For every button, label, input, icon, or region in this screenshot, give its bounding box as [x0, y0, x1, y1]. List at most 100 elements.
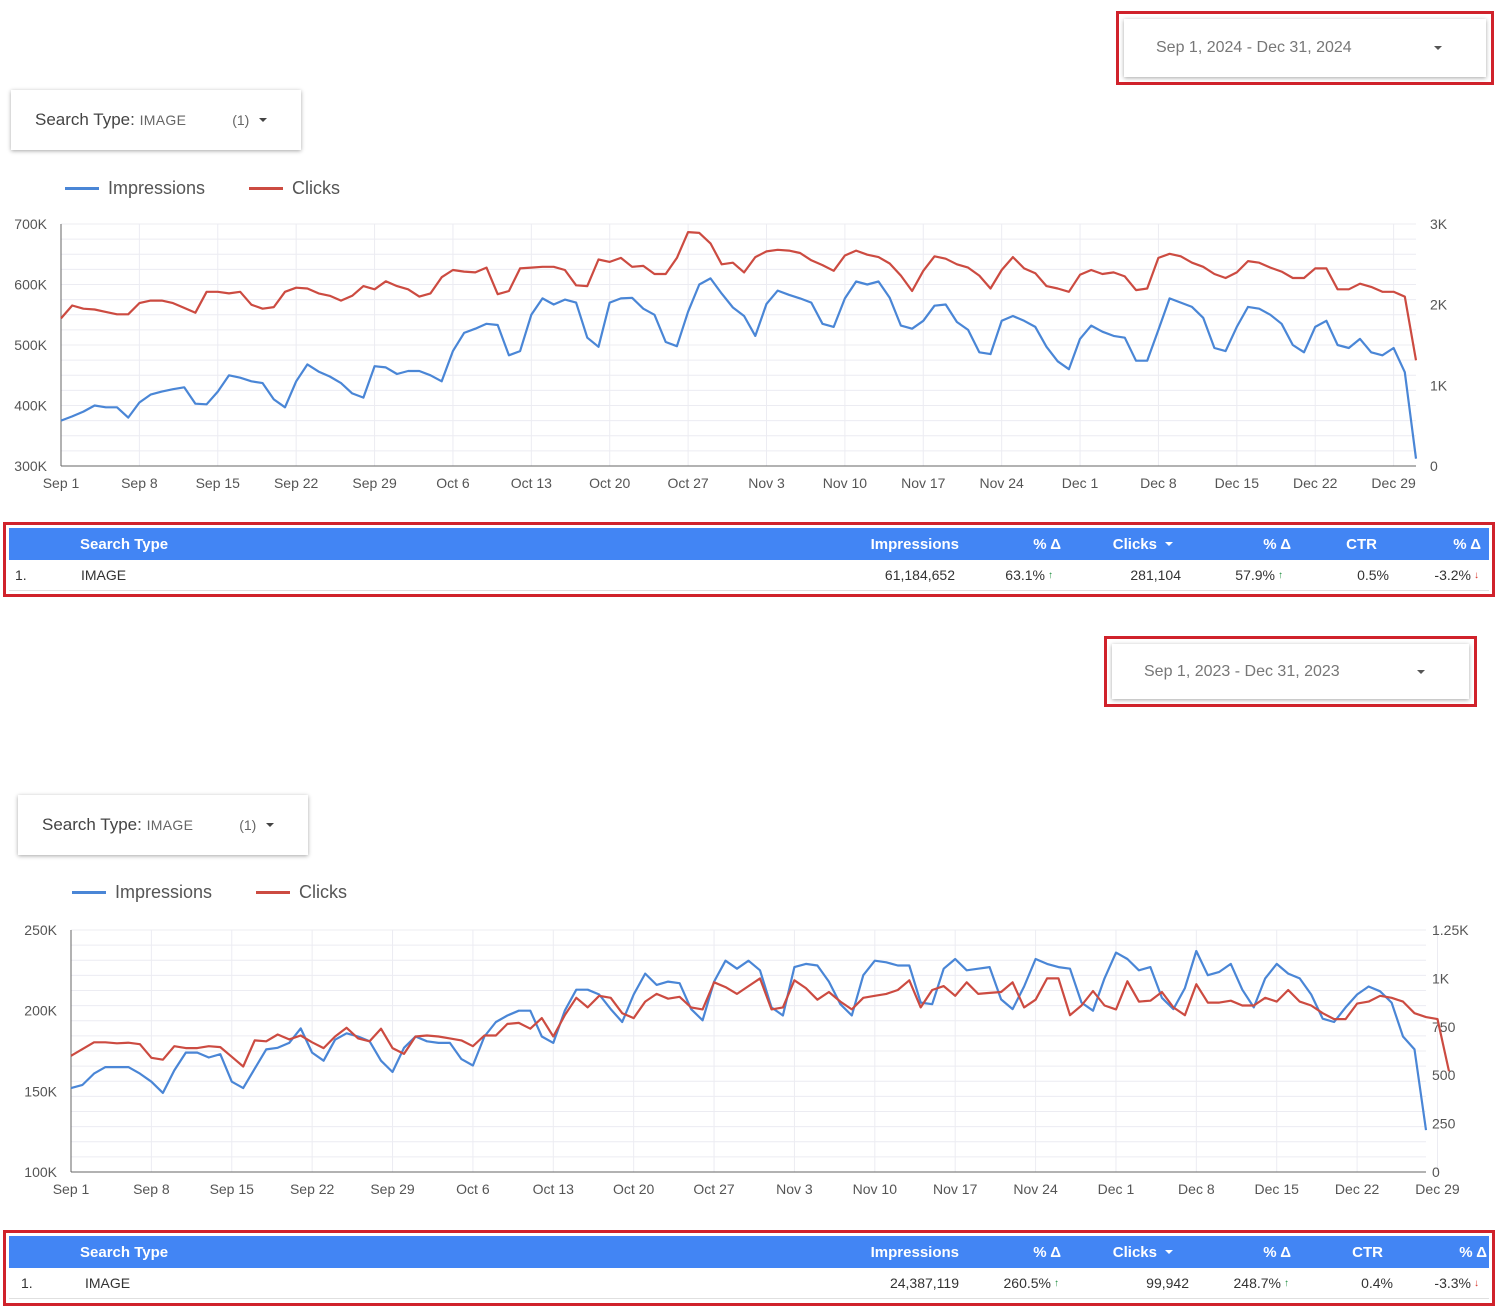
filter-count: (1): [239, 817, 257, 833]
x-tick-label: Dec 8: [1140, 475, 1177, 491]
col-clicks-delta[interactable]: % Δ: [1263, 535, 1291, 553]
x-tick-label: Nov 10: [823, 475, 868, 491]
col-clicks[interactable]: Clicks: [1113, 528, 1173, 560]
legend-item-clicks[interactable]: Clicks: [256, 882, 347, 903]
x-tick-label: Dec 15: [1215, 475, 1260, 491]
x-tick-label: Oct 13: [533, 1181, 574, 1197]
x-tick-label: Nov 3: [776, 1181, 813, 1197]
chevron-down-icon: [266, 823, 275, 827]
legend-label: Impressions: [108, 178, 206, 198]
x-tick-label: Nov 17: [933, 1181, 978, 1197]
arrow-up-icon: ↑: [1284, 1277, 1289, 1289]
x-tick-label: Dec 8: [1178, 1181, 1215, 1197]
filter-count: (1): [232, 112, 250, 128]
cell-clicks-delta: 248.7% ↑: [1234, 1268, 1289, 1298]
col-impressions[interactable]: Impressions: [870, 535, 959, 553]
col-search-type[interactable]: Search Type: [80, 1243, 169, 1261]
y-right-tick-label: 3K: [1430, 216, 1448, 232]
col-impressions-delta[interactable]: % Δ: [1033, 1243, 1061, 1261]
col-ctr-delta[interactable]: % Δ: [1459, 1243, 1487, 1261]
x-tick-label: Oct 27: [667, 475, 708, 491]
x-tick-label: Dec 22: [1293, 475, 1338, 491]
legend-item-impressions[interactable]: Impressions: [65, 178, 205, 199]
summary-table-2: Search Type Impressions % Δ Clicks % Δ C…: [3, 1230, 1495, 1306]
row-index: 1.: [21, 1275, 33, 1291]
x-tick-label: Sep 8: [133, 1181, 170, 1197]
x-tick-label: Nov 24: [1013, 1181, 1058, 1197]
legend-item-clicks[interactable]: Clicks: [249, 178, 340, 199]
cell-clicks-delta: 57.9% ↑: [1235, 560, 1283, 590]
legend-item-impressions[interactable]: Impressions: [72, 882, 212, 903]
cell-impressions: 61,184,652: [884, 567, 955, 583]
legend-label: Impressions: [115, 882, 213, 902]
x-tick-label: Dec 1: [1062, 475, 1099, 491]
cell-impressions-delta: 63.1% ↑: [1005, 560, 1053, 590]
x-tick-label: Dec 22: [1335, 1181, 1380, 1197]
x-tick-label: Sep 22: [290, 1181, 335, 1197]
chart-legend-2: Impressions Clicks: [72, 882, 391, 903]
cell-impressions-delta: 260.5% ↑: [1004, 1268, 1059, 1298]
x-tick-label: Sep 8: [121, 475, 158, 491]
date-range-picker-1[interactable]: Sep 1, 2024 - Dec 31, 2024: [1116, 11, 1494, 85]
search-type-filter-1[interactable]: Search Type: IMAGE (1): [11, 90, 301, 150]
table-row[interactable]: 1. IMAGE 24,387,119 260.5% ↑ 99,942 248.7…: [9, 1268, 1489, 1299]
chevron-down-icon: [259, 118, 268, 122]
col-impressions[interactable]: Impressions: [870, 1243, 959, 1261]
filter-label: Search Type: [42, 815, 138, 834]
x-tick-label: Oct 20: [613, 1181, 654, 1197]
col-clicks[interactable]: Clicks: [1113, 1236, 1173, 1268]
series-line-impressions: [70, 949, 1428, 1131]
col-ctr-delta[interactable]: % Δ: [1453, 535, 1481, 553]
filter-label: Search Type: [35, 110, 131, 129]
legend-swatch: [256, 891, 291, 894]
sort-desc-icon: [1165, 1250, 1173, 1254]
date-range-text: Sep 1, 2023 - Dec 31, 2023: [1144, 662, 1340, 680]
y-left-tick-label: 600K: [14, 277, 47, 293]
y-left-tick-label: 200K: [24, 1003, 57, 1019]
table-header: Search Type Impressions % Δ Clicks % Δ C…: [9, 528, 1489, 560]
col-impressions-delta[interactable]: % Δ: [1033, 535, 1061, 553]
col-clicks-delta[interactable]: % Δ: [1263, 1243, 1291, 1261]
x-tick-label: Sep 29: [352, 475, 397, 491]
x-tick-label: Sep 15: [210, 1181, 255, 1197]
x-tick-label: Oct 13: [511, 475, 552, 491]
cell-clicks: 99,942: [1146, 1275, 1189, 1291]
x-tick-label: Oct 6: [436, 475, 470, 491]
y-right-tick-label: 1.25K: [1432, 922, 1469, 938]
cell-impressions: 24,387,119: [889, 1275, 959, 1291]
x-tick-label: Sep 29: [370, 1181, 415, 1197]
col-search-type[interactable]: Search Type: [80, 535, 169, 553]
series-line-impressions: [60, 277, 1418, 459]
y-right-tick-label: 250: [1432, 1116, 1456, 1132]
legend-swatch: [72, 891, 106, 894]
y-left-tick-label: 400K: [14, 398, 47, 414]
delta-value: 63.1%: [1005, 567, 1045, 583]
col-clicks-label: Clicks: [1112, 1243, 1157, 1261]
x-tick-label: Dec 29: [1415, 1181, 1460, 1197]
table-row[interactable]: 1. IMAGE 61,184,652 63.1% ↑ 281,104 57.9%…: [9, 560, 1489, 591]
chart-legend-1: Impressions Clicks: [65, 178, 384, 199]
date-range-picker-2[interactable]: Sep 1, 2023 - Dec 31, 2023: [1104, 636, 1477, 707]
row-index: 1.: [15, 567, 27, 583]
x-tick-label: Nov 24: [979, 475, 1024, 491]
x-tick-label: Dec 29: [1371, 475, 1416, 491]
cell-ctr-delta: -3.2% ↓: [1434, 560, 1479, 590]
date-range-text: Sep 1, 2024 - Dec 31, 2024: [1156, 39, 1352, 56]
table-header: Search Type Impressions % Δ Clicks % Δ C…: [9, 1236, 1489, 1268]
col-ctr[interactable]: CTR: [1346, 535, 1377, 553]
y-left-tick-label: 500K: [14, 337, 47, 353]
series-line-clicks: [60, 231, 1418, 361]
y-left-tick-label: 700K: [14, 216, 47, 232]
y-right-tick-label: 750: [1432, 1019, 1456, 1035]
chevron-down-icon: [1434, 46, 1442, 50]
arrow-up-icon: ↑: [1054, 1277, 1059, 1289]
cell-search-type: IMAGE: [81, 567, 127, 583]
delta-value: 57.9%: [1235, 567, 1275, 583]
search-type-filter-2[interactable]: Search Type: IMAGE (1): [18, 795, 308, 855]
y-right-tick-label: 1K: [1430, 377, 1448, 393]
y-left-tick-label: 250K: [24, 922, 57, 938]
col-ctr[interactable]: CTR: [1352, 1243, 1383, 1261]
x-tick-label: Dec 15: [1255, 1181, 1300, 1197]
filter-value: IMAGE: [146, 817, 194, 833]
legend-label: Clicks: [299, 882, 348, 902]
